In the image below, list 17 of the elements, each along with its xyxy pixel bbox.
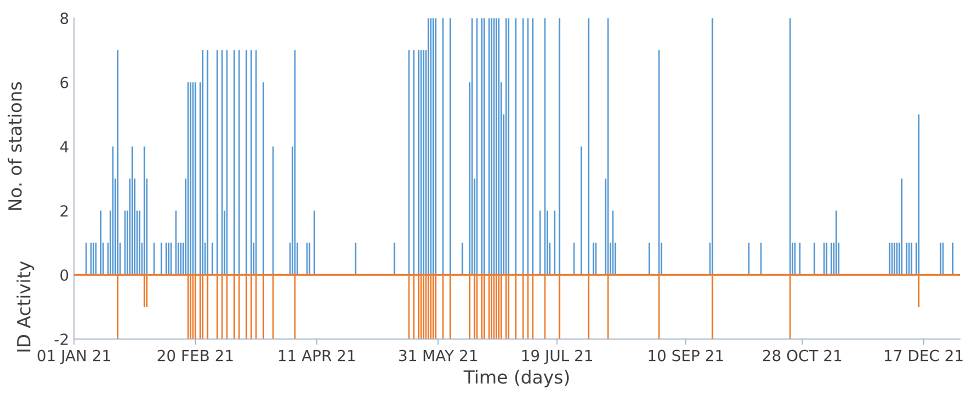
- y-tick-label: 6: [60, 76, 68, 88]
- y-tick-label: 8: [60, 12, 68, 24]
- y-axis-title: No. of stations: [8, 82, 22, 210]
- y-tick-label: 2: [60, 205, 68, 216]
- text: ID Activity: [16, 261, 34, 352]
- x-tick-label: 19 JUL 21: [522, 350, 592, 364]
- x-tick-label: 31 MAY 21: [399, 350, 477, 362]
- x-tick-label: 17 DEC 21: [884, 350, 963, 362]
- x-axis-title: Time (days): [464, 370, 569, 388]
- x-tick-label: 28 OCT 21: [763, 350, 842, 362]
- x-tick-label: 01 JAN 21: [38, 350, 110, 364]
- x-tick-label: 20 FEB 21: [158, 350, 233, 362]
- y-tick-label: 0: [60, 269, 68, 281]
- y-tick-label: 4: [60, 141, 68, 152]
- y-tick-label: -2: [54, 334, 68, 345]
- x-tick-label: 10 SEP 21: [648, 350, 723, 362]
- x-tick-label: 11 APR 21: [278, 350, 355, 362]
